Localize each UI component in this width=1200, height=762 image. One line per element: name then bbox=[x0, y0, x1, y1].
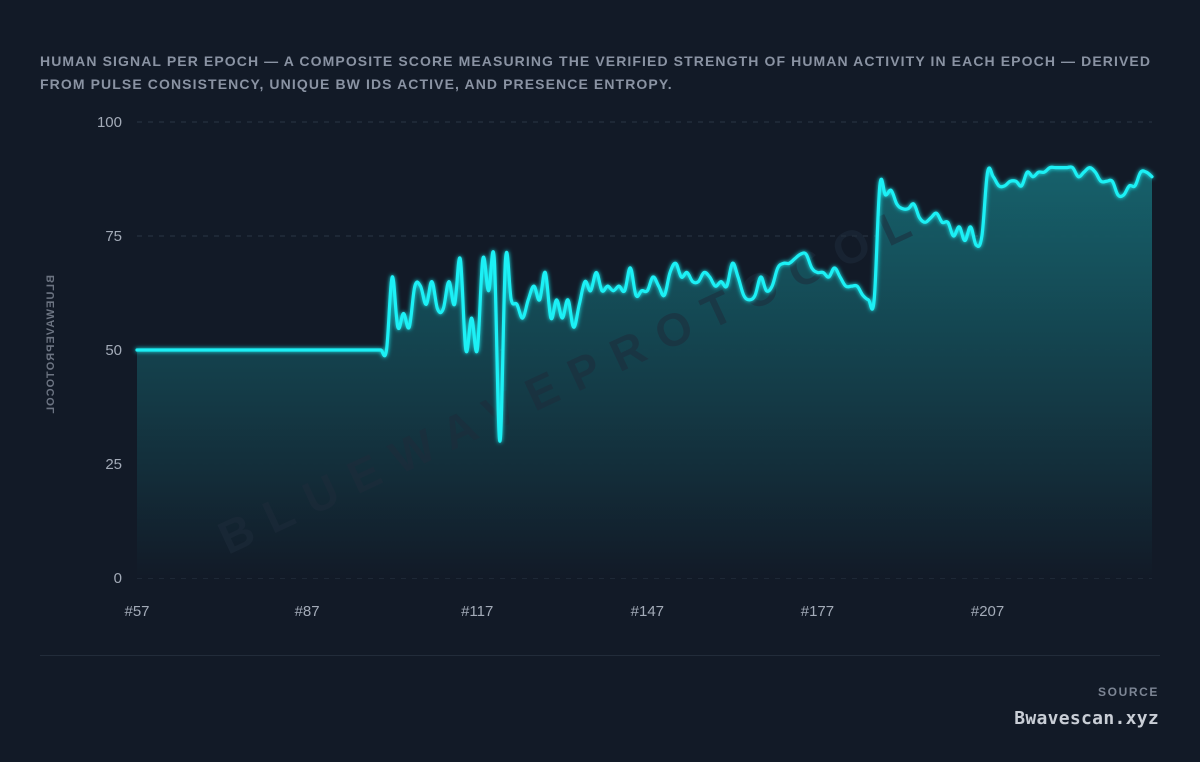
source-label: SOURCE bbox=[1098, 685, 1159, 699]
x-tick-label: #57 bbox=[124, 603, 149, 620]
x-tick-label: #177 bbox=[801, 603, 834, 620]
y-tick-label: 100 bbox=[97, 114, 122, 131]
x-tick-label: #147 bbox=[631, 603, 664, 620]
y-tick-label: 75 bbox=[105, 228, 122, 245]
x-tick-label: #117 bbox=[461, 603, 493, 620]
y-tick-label: 25 bbox=[105, 456, 122, 473]
y-tick-label: 0 bbox=[114, 570, 122, 587]
source-value: Bwavescan.xyz bbox=[1014, 708, 1159, 729]
y-axis: 0 25 50 75 100 bbox=[97, 114, 122, 587]
chart-canvas: BLUEWAVEPROTOCOL 0 25 50 75 100 #57 #87 #117 #1… bbox=[45, 114, 1154, 620]
x-axis: #57 #87 #117 #147 #177 #207 bbox=[124, 603, 1004, 620]
x-tick-label: #87 bbox=[295, 603, 320, 620]
series-line bbox=[135, 165, 1154, 443]
vertical-watermark: BLUEWAVEPROTOCOL bbox=[45, 275, 57, 415]
footer-divider bbox=[40, 655, 1160, 656]
y-tick-label: 50 bbox=[105, 342, 122, 359]
x-tick-label: #207 bbox=[971, 603, 1004, 620]
area-fill bbox=[137, 166, 1152, 578]
chart-description: HUMAN SIGNAL PER EPOCH — A COMPOSITE SCO… bbox=[40, 53, 1152, 92]
